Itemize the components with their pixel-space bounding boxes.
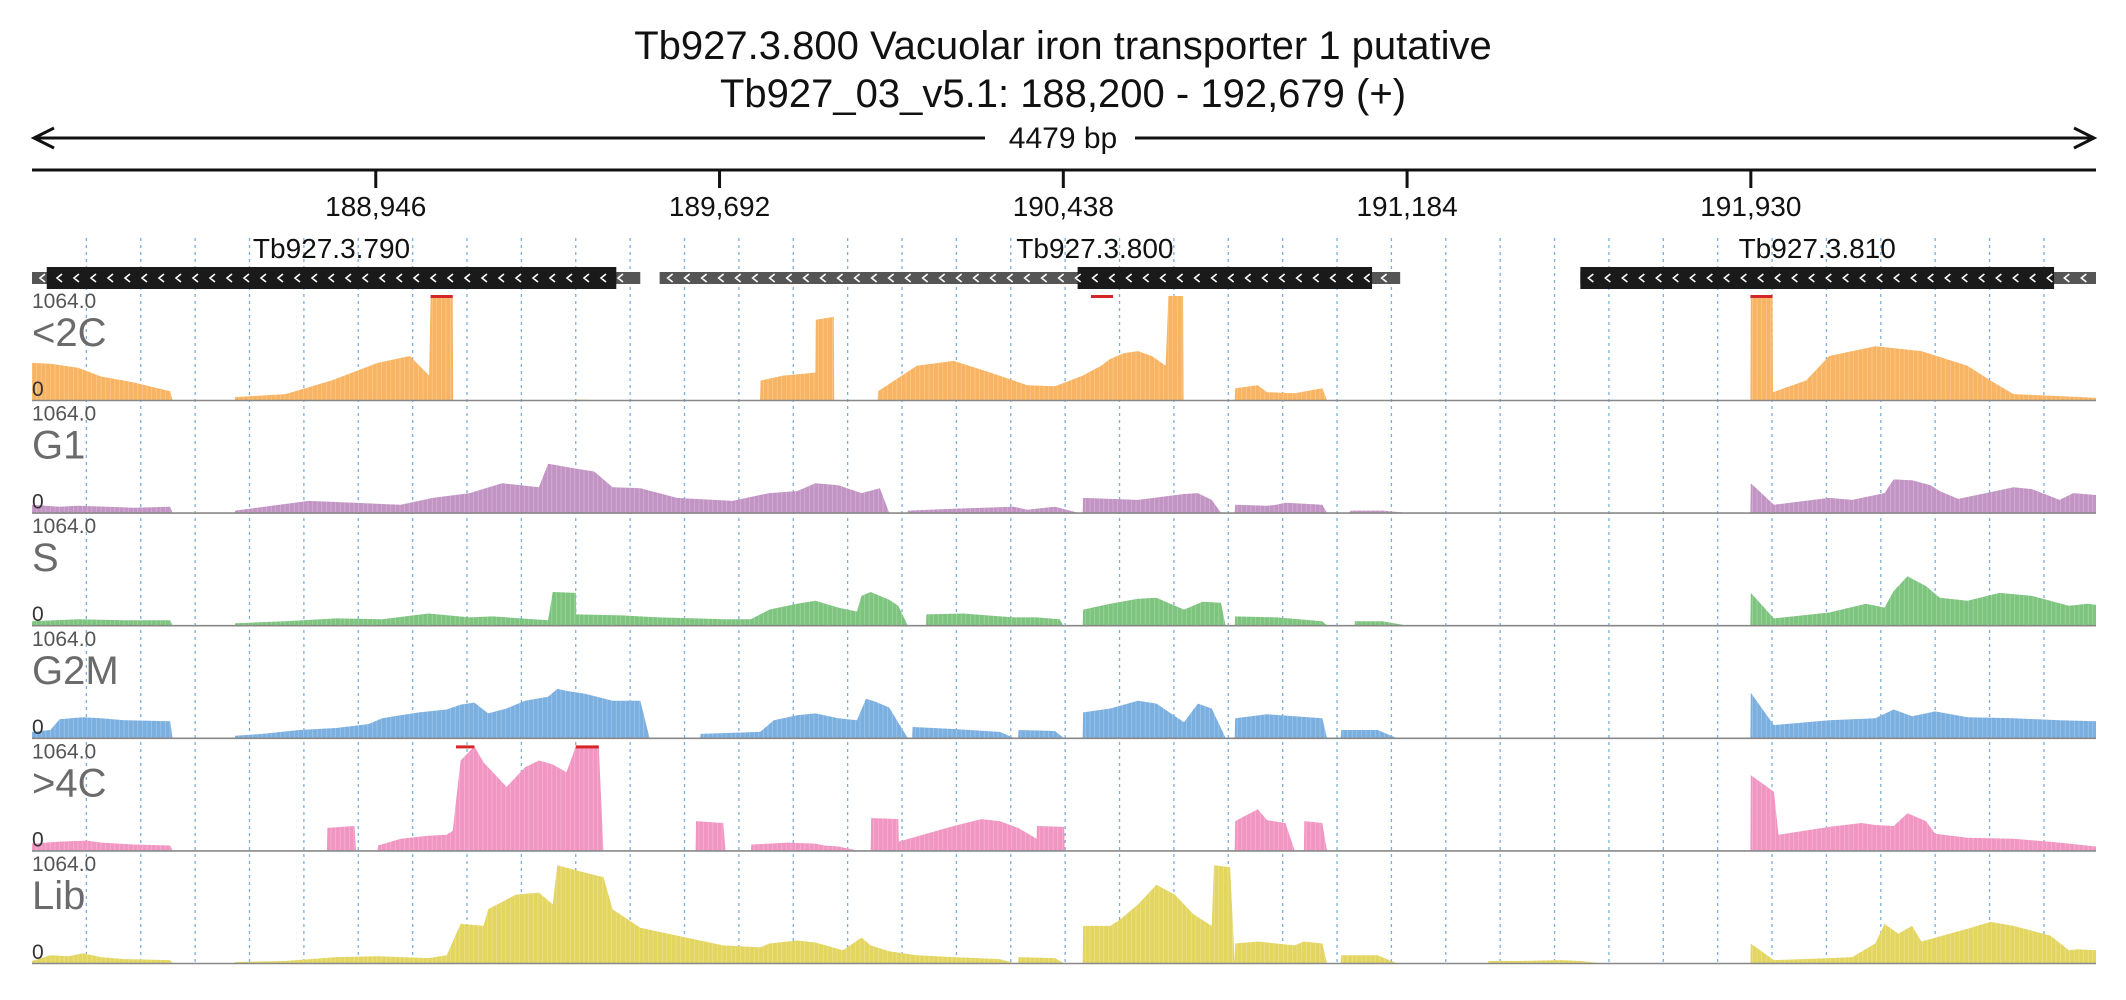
coverage-area bbox=[32, 463, 2096, 513]
track-name: Lib bbox=[32, 874, 85, 918]
coverage-track-4C: 1064.0>4C 0 bbox=[32, 740, 2096, 852]
track-min-label: 0 bbox=[32, 378, 44, 401]
track-max-label: 1064.0 bbox=[32, 515, 96, 538]
span-label: 4479 bp bbox=[1009, 122, 1117, 155]
coverage-track-G1: 1064.0G1 0 bbox=[32, 403, 2096, 514]
gene-cds-bar bbox=[1077, 267, 1373, 289]
track-min-label: 0 bbox=[32, 491, 44, 514]
track-name: G1 bbox=[32, 424, 85, 468]
clipped-marker bbox=[455, 745, 475, 749]
x-tick-label: 190,438 bbox=[1013, 191, 1114, 222]
span-arrow-right bbox=[2073, 126, 2098, 150]
x-tick-label: 188,946 bbox=[325, 191, 426, 222]
track-max-label: 1064.0 bbox=[32, 403, 96, 426]
x-tick-label: 191,184 bbox=[1356, 191, 1457, 222]
gene-label: Tb927.3.810 bbox=[1739, 233, 1896, 264]
gene-label: Tb927.3.790 bbox=[253, 233, 410, 264]
gene-cds-bar bbox=[1580, 267, 2055, 289]
track-name: G2M bbox=[32, 649, 119, 693]
track-min-label: 0 bbox=[32, 603, 44, 626]
track-max-label: 1064.0 bbox=[32, 290, 96, 313]
span-arrow-left bbox=[30, 126, 55, 150]
track-min-label: 0 bbox=[32, 941, 44, 964]
x-tick-label: 189,692 bbox=[669, 191, 770, 222]
coverage-area bbox=[32, 688, 2096, 738]
clipped-marker bbox=[1090, 295, 1114, 298]
coverage-track-2C: 1064.0<2C 0 bbox=[32, 290, 2096, 402]
track-name: <2C bbox=[32, 311, 107, 355]
gene-model: Tb927.3.790 bbox=[32, 233, 641, 289]
coverage-area bbox=[32, 865, 2096, 963]
gene-model: Tb927.3.800 bbox=[659, 233, 1401, 289]
track-name: >4C bbox=[32, 761, 107, 805]
track-name: S bbox=[32, 536, 59, 580]
track-max-label: 1064.0 bbox=[32, 628, 96, 651]
bar-texture bbox=[32, 865, 2094, 963]
bar-texture bbox=[32, 576, 2094, 626]
span-label-bg bbox=[985, 122, 1135, 154]
coverage-area bbox=[32, 746, 2096, 851]
clipped-marker bbox=[575, 745, 599, 749]
track-min-label: 0 bbox=[32, 716, 44, 739]
gene-model: Tb927.3.810 bbox=[1580, 233, 2096, 289]
coverage-area bbox=[32, 296, 2096, 400]
clipped-marker bbox=[1750, 295, 1773, 298]
clipped-marker bbox=[430, 295, 453, 298]
bar-texture bbox=[32, 688, 2094, 738]
coverage-track-S: 1064.0S 0 bbox=[32, 515, 2096, 627]
track-max-label: 1064.0 bbox=[32, 853, 96, 876]
strand-chevrons bbox=[1587, 273, 2087, 283]
coverage-area bbox=[32, 576, 2096, 626]
track-min-label: 0 bbox=[32, 828, 44, 851]
chart-title: Tb927.3.800 Vacuolar iron transporter 1 … bbox=[634, 24, 1492, 68]
gene-cds-bar bbox=[46, 267, 617, 289]
track-max-label: 1064.0 bbox=[32, 740, 96, 763]
strand-chevrons bbox=[38, 273, 624, 283]
bar-texture bbox=[32, 463, 2094, 513]
grid-lines bbox=[85, 238, 2045, 966]
gene-label: Tb927.3.800 bbox=[1016, 233, 1173, 264]
strand-chevrons bbox=[666, 273, 1388, 283]
x-tick-label: 191,930 bbox=[1700, 191, 1801, 222]
chart-subtitle: Tb927_03_v5.1: 188,200 - 192,679 (+) bbox=[719, 72, 1407, 116]
